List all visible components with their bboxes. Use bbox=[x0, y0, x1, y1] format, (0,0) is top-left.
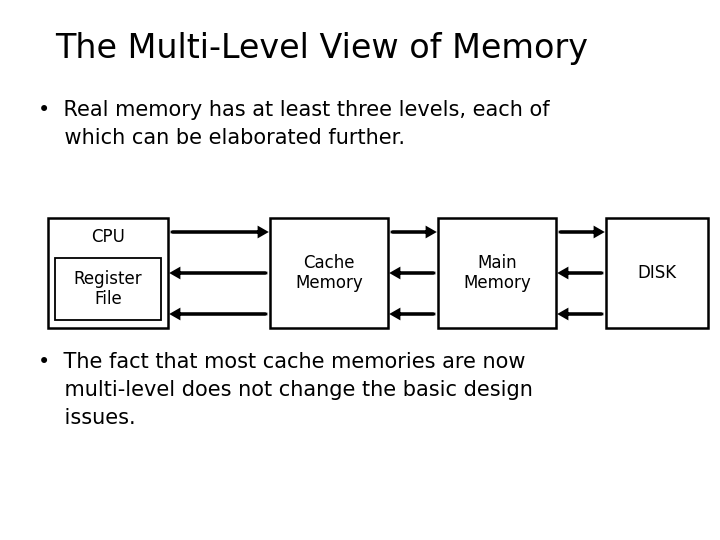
FancyArrow shape bbox=[172, 269, 266, 277]
Text: multi-level does not change the basic design: multi-level does not change the basic de… bbox=[38, 380, 533, 400]
FancyArrow shape bbox=[392, 269, 434, 277]
Text: The Multi-Level View of Memory: The Multi-Level View of Memory bbox=[55, 32, 588, 65]
Text: Register
File: Register File bbox=[73, 269, 143, 308]
FancyArrow shape bbox=[172, 228, 266, 236]
Text: •  The fact that most cache memories are now: • The fact that most cache memories are … bbox=[38, 352, 526, 372]
FancyArrow shape bbox=[560, 269, 602, 277]
FancyArrow shape bbox=[172, 310, 266, 318]
FancyArrow shape bbox=[560, 228, 602, 236]
Bar bbox=[48, 218, 168, 328]
Text: which can be elaborated further.: which can be elaborated further. bbox=[38, 128, 405, 148]
FancyArrow shape bbox=[560, 310, 602, 318]
Bar bbox=[270, 218, 388, 328]
Text: issues.: issues. bbox=[38, 408, 135, 428]
Text: Cache
Memory: Cache Memory bbox=[295, 254, 363, 292]
Bar bbox=[438, 218, 556, 328]
Bar bbox=[606, 218, 708, 328]
Bar bbox=[55, 258, 161, 320]
Text: Main
Memory: Main Memory bbox=[463, 254, 531, 292]
FancyArrow shape bbox=[392, 310, 434, 318]
Text: CPU: CPU bbox=[91, 228, 125, 246]
FancyArrow shape bbox=[392, 228, 434, 236]
Text: DISK: DISK bbox=[637, 264, 677, 282]
Text: •  Real memory has at least three levels, each of: • Real memory has at least three levels,… bbox=[38, 100, 549, 120]
